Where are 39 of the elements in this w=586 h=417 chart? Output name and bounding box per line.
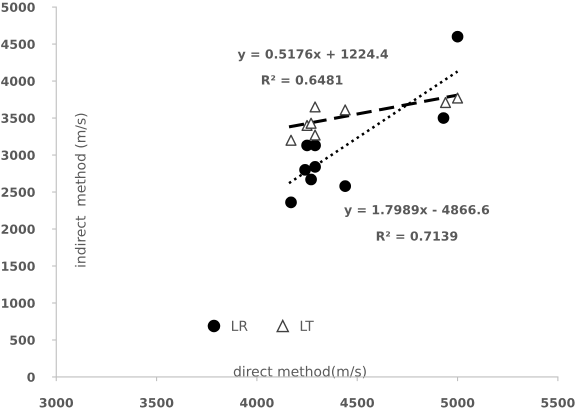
annotation: R² = 0.6481	[262, 75, 342, 85]
x-tick-label: 5500	[541, 398, 575, 408]
point	[305, 174, 317, 186]
point	[309, 101, 321, 113]
point	[309, 161, 321, 173]
x-tick-label: 4500	[340, 398, 374, 408]
point	[339, 180, 352, 192]
point	[299, 164, 311, 176]
point	[438, 112, 450, 124]
y-tick-label: 5000	[2, 2, 35, 12]
point	[309, 129, 321, 141]
x-tick-label: 3000	[40, 398, 74, 408]
x-tick-label: 4000	[240, 398, 274, 408]
x-tick-label: 3500	[140, 398, 174, 408]
annotation: R² = 0.7139	[376, 231, 458, 241]
y-tick-label: 2000	[2, 224, 35, 234]
y-tick-label: 1000	[2, 298, 35, 308]
legend-label: LR	[232, 320, 248, 331]
y-tick-label: 1500	[2, 261, 35, 271]
y-tick-label: 0	[27, 372, 35, 382]
x-axis-title: direct method(m/s)	[234, 366, 366, 378]
point	[285, 134, 297, 146]
point	[440, 96, 452, 108]
annotation: y = 1.7989x - 4866.6	[344, 204, 490, 217]
point	[340, 104, 351, 116]
y-tick-label: 3000	[1, 150, 35, 160]
y-axis-title: indirect method (m/s)	[74, 114, 88, 267]
point	[452, 30, 464, 43]
legend-label: LT	[300, 320, 314, 331]
y-tick-label: 500	[10, 335, 35, 345]
annotation: y = 0.5176x + 1224.4	[238, 49, 388, 62]
y-tick-label: 4000	[1, 76, 35, 86]
point	[452, 92, 464, 104]
y-tick-label: 4500	[1, 40, 35, 50]
x-tick-label: 5000	[441, 398, 474, 408]
y-tick-label: 3500	[1, 114, 35, 123]
point	[305, 118, 317, 129]
point	[285, 196, 297, 208]
y-tick-label: 2500	[2, 188, 35, 197]
